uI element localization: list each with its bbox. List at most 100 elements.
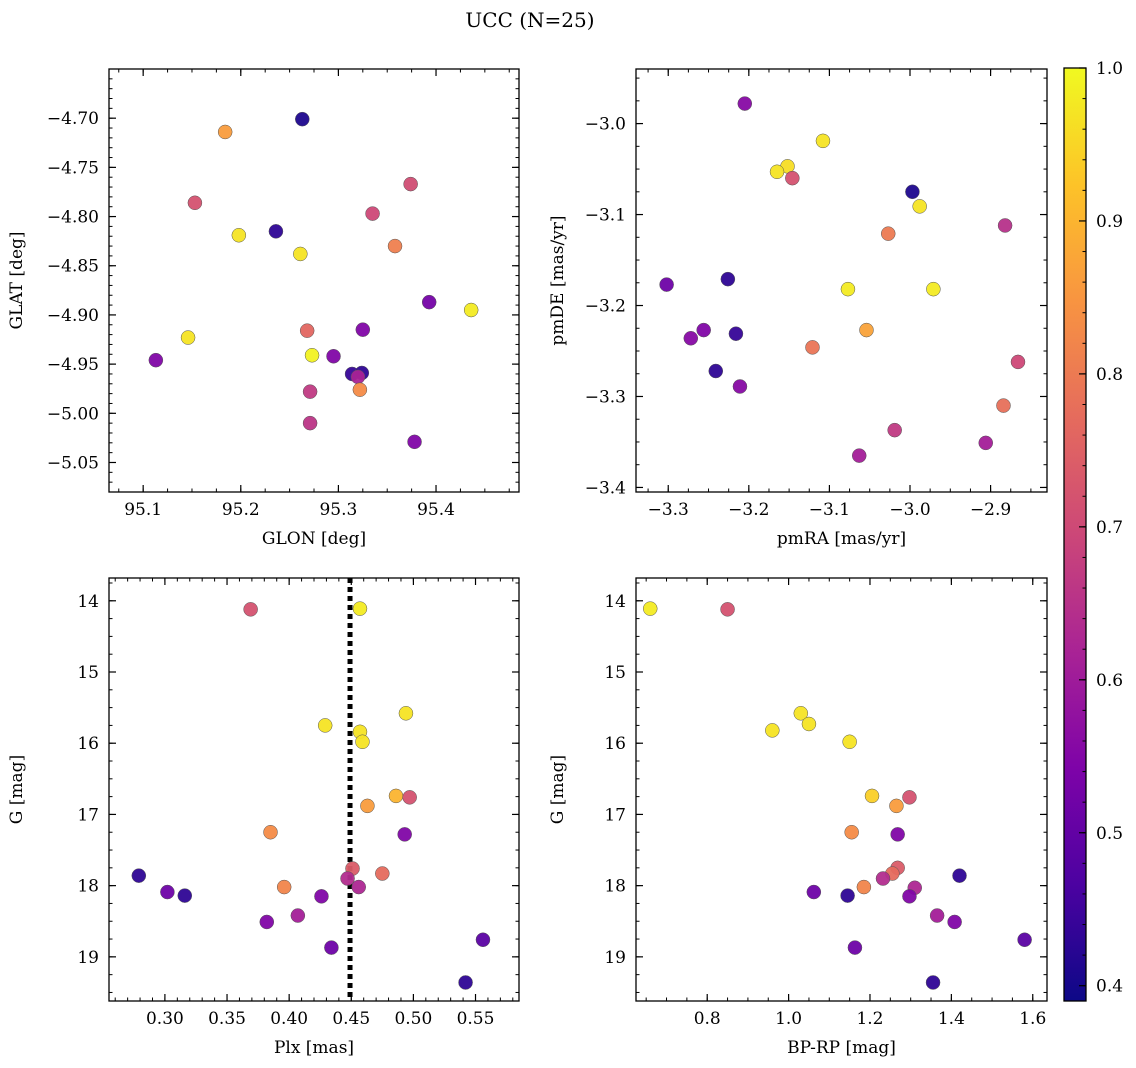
y-tick-label: 15 (604, 663, 626, 683)
data-point (243, 602, 258, 617)
data-point (793, 706, 809, 721)
data-point (859, 322, 874, 338)
colorbar-tick-label: 0.9 (1096, 212, 1123, 232)
data-point (683, 331, 699, 346)
data-point (458, 975, 473, 990)
data-point (352, 382, 368, 397)
y-tick-label: 17 (77, 805, 99, 825)
data-point (187, 195, 203, 211)
x-tick-label: 1.6 (1019, 1009, 1046, 1029)
x-tick-label: 1.0 (775, 1009, 802, 1029)
y-axis-label: GLAT [deg] (7, 231, 27, 329)
scatter-panel-pmra-pmde: −3.3 −3.2 −3.1 −3.0 −2.9 −3.4 −3.3 −3.2 −3.1 −3.0… (548, 68, 1048, 549)
data-point (355, 734, 370, 750)
data-point (290, 908, 306, 923)
colorbar-tick-label: 0.6 (1096, 671, 1123, 691)
x-tick-label: 1.2 (856, 1009, 883, 1029)
data-point (728, 326, 744, 341)
colorbar-frame (1063, 67, 1087, 1002)
data-point (785, 170, 800, 186)
y-tick-label: −5.05 (47, 453, 99, 473)
x-axis-label: pmRA [mas/yr] (777, 529, 906, 549)
x-tick-label: 0.55 (457, 1009, 495, 1029)
data-point (732, 379, 748, 394)
y-tick-label: −4.95 (47, 355, 99, 375)
data-point (365, 206, 380, 221)
data-point (765, 723, 780, 738)
data-point (890, 827, 905, 842)
y-tick-label: −4.90 (47, 306, 99, 326)
colorbar-tick-label: 0.8 (1096, 365, 1123, 385)
x-axis-label: GLON [deg] (262, 529, 366, 549)
data-point (902, 889, 917, 904)
data-point (340, 871, 355, 886)
y-tick-label: −4.75 (47, 158, 99, 178)
data-point (302, 384, 318, 399)
data-point (160, 884, 175, 900)
data-point (351, 879, 366, 895)
data-point (293, 246, 308, 262)
data-point (842, 734, 857, 750)
data-point (840, 281, 856, 297)
data-point (463, 302, 479, 318)
data-point (880, 226, 896, 241)
y-tick-label: 14 (77, 592, 99, 612)
data-point (314, 889, 329, 904)
data-point (180, 330, 196, 345)
data-point (302, 415, 318, 431)
data-point (398, 706, 414, 721)
data-point (840, 888, 855, 903)
data-point (978, 435, 994, 451)
axes-frame (108, 577, 520, 1002)
data-point (844, 824, 859, 840)
data-point (360, 798, 375, 814)
data-point (847, 940, 863, 955)
x-tick-label: −3.2 (728, 500, 769, 520)
y-axis-label: pmDE [mas/yr] (548, 215, 568, 345)
axes-frame (635, 68, 1048, 493)
x-tick-label: 0.50 (394, 1009, 432, 1029)
data-point (402, 790, 417, 805)
data-point (268, 224, 284, 239)
data-point (925, 975, 941, 990)
x-tick-label: −3.3 (648, 500, 689, 520)
data-point (131, 868, 147, 883)
data-point (720, 271, 736, 287)
data-point (806, 884, 822, 900)
data-point (801, 716, 817, 732)
y-tick-label: −3.4 (585, 478, 626, 498)
colorbar-tick-label: 1.0 (1096, 59, 1123, 79)
data-point (889, 798, 904, 814)
y-tick-label: 14 (604, 592, 626, 612)
data-point (708, 363, 724, 379)
data-point (317, 718, 333, 733)
x-tick-label: 1.4 (938, 1009, 965, 1029)
data-point (905, 184, 920, 200)
x-tick-label: 95.1 (124, 500, 162, 520)
y-tick-label: −4.85 (47, 257, 99, 277)
x-tick-label: 95.4 (417, 500, 455, 520)
y-axis-label: G [mag] (548, 755, 568, 824)
data-point (997, 218, 1013, 233)
data-point (326, 348, 341, 364)
y-tick-label: −4.80 (47, 208, 99, 228)
x-axis-label: Plx [mas] (274, 1038, 354, 1058)
data-point (851, 448, 867, 463)
data-point (926, 281, 941, 297)
data-point (720, 602, 735, 617)
scatter-panel-bprp-g: 0.8 1.0 1.2 1.4 1.6 14 15 16 17 18 19 BP-RP [mag] G … (548, 577, 1048, 1058)
data-point (856, 879, 872, 895)
data-point (475, 932, 491, 948)
data-point (403, 176, 418, 192)
x-tick-label: −2.9 (970, 500, 1011, 520)
data-point (355, 322, 371, 337)
x-tick-label: 95.3 (319, 500, 357, 520)
x-tick-label: −3.1 (809, 500, 850, 520)
data-point (815, 133, 831, 149)
data-point (696, 322, 711, 338)
data-point (421, 294, 437, 310)
data-point (387, 238, 403, 254)
data-point (912, 199, 927, 214)
y-tick-label: 18 (604, 877, 626, 897)
